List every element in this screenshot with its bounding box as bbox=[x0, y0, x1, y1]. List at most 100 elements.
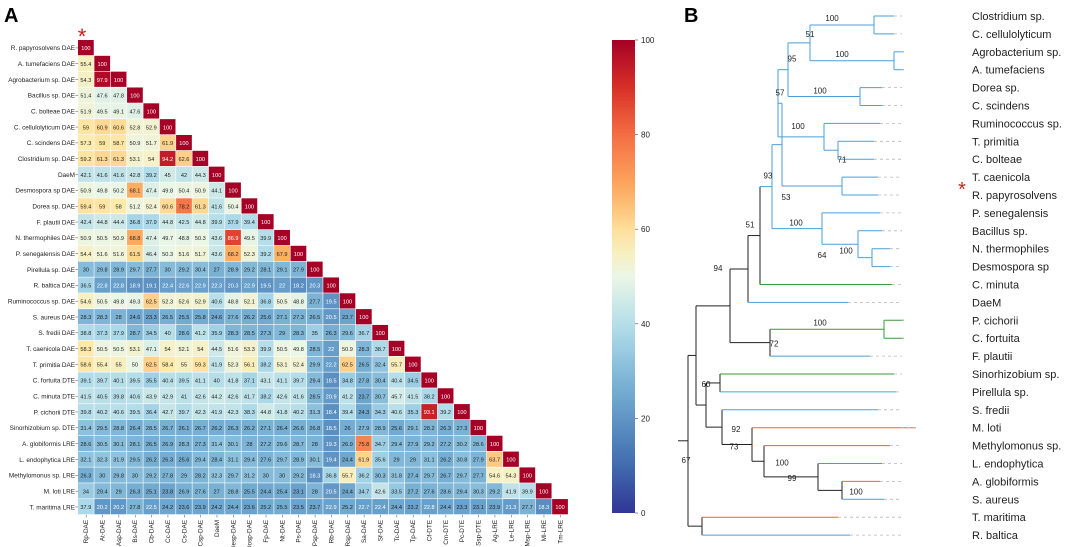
heatmap-col-label: Rb-DAE bbox=[328, 520, 335, 543]
heatmap-cell-value: 50.4 bbox=[228, 204, 239, 210]
heatmap-cell bbox=[159, 182, 176, 198]
heatmap-cell bbox=[437, 467, 454, 483]
heatmap-cell-value: 22.7 bbox=[358, 505, 369, 511]
heatmap-cell bbox=[143, 404, 160, 420]
heatmap-cell-value: 44.8 bbox=[195, 220, 206, 226]
heatmap-col-label: Cc-DAE bbox=[165, 520, 172, 543]
heatmap-cell-value: 27.1 bbox=[277, 315, 288, 321]
heatmap-cell-value: 40.2 bbox=[293, 410, 304, 416]
heatmap-cell bbox=[437, 499, 454, 515]
heatmap-cell-value: 100 bbox=[81, 46, 90, 52]
heatmap-cell-value: 30 bbox=[132, 474, 138, 480]
heatmap-cell-value: 27.9 bbox=[293, 268, 304, 274]
heatmap-cell-value: 44.4 bbox=[113, 220, 124, 226]
heatmap-cell bbox=[94, 229, 111, 246]
heatmap-cell-value: 50.9 bbox=[80, 236, 91, 242]
heatmap-cell bbox=[94, 103, 111, 119]
heatmap-cell bbox=[159, 404, 176, 420]
heatmap-cell bbox=[274, 261, 290, 277]
heatmap-cell-value: 30 bbox=[279, 474, 285, 480]
heatmap-cell bbox=[159, 166, 176, 182]
heatmap-cell-value: 23.1 bbox=[473, 505, 484, 511]
heatmap-cell-value: 39.5 bbox=[129, 410, 140, 416]
heatmap-cell bbox=[306, 356, 323, 372]
heatmap-cell-value: 26.2 bbox=[440, 458, 451, 464]
heatmap-cell bbox=[372, 435, 389, 451]
heatmap-cell-value: 54.3 bbox=[80, 78, 91, 84]
heatmap-row-label: DaeM bbox=[58, 172, 75, 179]
bootstrap-value: 67 bbox=[682, 456, 691, 465]
heatmap-cell-value: 23.7 bbox=[309, 505, 320, 511]
heatmap-cell-value: 23.1 bbox=[293, 489, 304, 495]
heatmap-cell-value: 62.5 bbox=[342, 363, 353, 369]
heatmap-row-label: Ruminococcus sp. DAE bbox=[8, 298, 75, 305]
heatmap-cell-value: 48.8 bbox=[293, 299, 304, 305]
heatmap-cell-value: 25.4 bbox=[277, 489, 288, 495]
heatmap-cell bbox=[143, 435, 160, 451]
heatmap-cell-value: 26.5 bbox=[162, 315, 173, 321]
heatmap-cell-value: 39.7 bbox=[179, 410, 190, 416]
heatmap-cell bbox=[94, 71, 111, 87]
tree-leaf-label: C. scindens bbox=[972, 101, 1030, 113]
heatmap-cell bbox=[257, 451, 274, 467]
heatmap-cell-value: 29.8 bbox=[97, 268, 108, 274]
heatmap-cell-value: 18.3 bbox=[538, 505, 549, 511]
heatmap-cell-value: 47.1 bbox=[146, 347, 157, 353]
heatmap-cell-value: 100 bbox=[245, 204, 254, 210]
heatmap-cell bbox=[159, 324, 176, 341]
heatmap-col-label: Bs-DAE bbox=[132, 520, 139, 543]
heatmap-cell bbox=[405, 467, 421, 483]
heatmap-cell bbox=[208, 388, 225, 404]
tree-leaf-label: Dorea sp. bbox=[972, 83, 1020, 95]
heatmap-col-label: Asp-DAE bbox=[116, 520, 123, 546]
heatmap-cell bbox=[225, 198, 241, 214]
heatmap-cell bbox=[274, 499, 290, 515]
tree-leaf-label: A. tumefaciens bbox=[972, 65, 1045, 77]
heatmap-cell-value: 41 bbox=[181, 394, 187, 400]
heatmap-cell-value: 26.5 bbox=[146, 442, 157, 448]
heatmap-cell bbox=[257, 483, 274, 499]
heatmap-cell-value: 38.7 bbox=[375, 347, 386, 353]
heatmap-cell bbox=[143, 293, 160, 309]
heatmap-cell-value: 29.2 bbox=[244, 268, 255, 274]
heatmap-cell-value: 55.7 bbox=[391, 363, 402, 369]
heatmap-cell bbox=[78, 261, 94, 277]
heatmap-cell bbox=[388, 372, 405, 388]
heatmap-cell-value: 27.8 bbox=[358, 379, 369, 385]
heatmap-cell bbox=[176, 356, 192, 372]
heatmap-cell-value: 50.9 bbox=[80, 189, 91, 195]
heatmap-cell-value: 37.9 bbox=[228, 220, 239, 226]
heatmap-cell-value: 50.5 bbox=[277, 299, 288, 305]
heatmap-cell-value: 23.9 bbox=[489, 505, 500, 511]
heatmap-cell bbox=[110, 261, 127, 277]
heatmap-col-label: At-DAE bbox=[100, 520, 107, 541]
heatmap-cell bbox=[159, 388, 176, 404]
heatmap-cell bbox=[355, 356, 372, 372]
heatmap-cell-value: 53.1 bbox=[129, 347, 140, 353]
heatmap-cell bbox=[323, 499, 339, 515]
heatmap-cell-value: 50 bbox=[132, 363, 138, 369]
heatmap-cell-value: 26.3 bbox=[228, 426, 239, 432]
heatmap-cell-value: 37.3 bbox=[97, 331, 108, 337]
heatmap-cell-value: 28.5 bbox=[146, 426, 157, 432]
heatmap-cell-value: 28.7 bbox=[129, 331, 140, 337]
heatmap-cell bbox=[323, 435, 339, 451]
heatmap-cell bbox=[503, 451, 519, 467]
heatmap-cell-value: 48.8 bbox=[228, 299, 239, 305]
heatmap-cell-value: 37.9 bbox=[80, 505, 91, 511]
heatmap-cell bbox=[257, 356, 274, 372]
heatmap-cell bbox=[208, 214, 225, 230]
heatmap-cell-value: 52.8 bbox=[129, 125, 140, 131]
heatmap-cell bbox=[127, 103, 143, 119]
heatmap-cell bbox=[208, 229, 225, 246]
heatmap-cell-value: 28.6 bbox=[473, 442, 484, 448]
heatmap-row-label: Methylomonus sp. LRE bbox=[9, 473, 75, 480]
heatmap-cell bbox=[503, 467, 519, 483]
heatmap-cell bbox=[78, 388, 94, 404]
heatmap-cell bbox=[274, 229, 290, 246]
heatmap-cell bbox=[78, 340, 94, 356]
heatmap-cell-value: 31.2 bbox=[244, 474, 255, 480]
heatmap-col-label: Desp-DAE bbox=[230, 520, 237, 547]
heatmap-cell bbox=[159, 483, 176, 499]
